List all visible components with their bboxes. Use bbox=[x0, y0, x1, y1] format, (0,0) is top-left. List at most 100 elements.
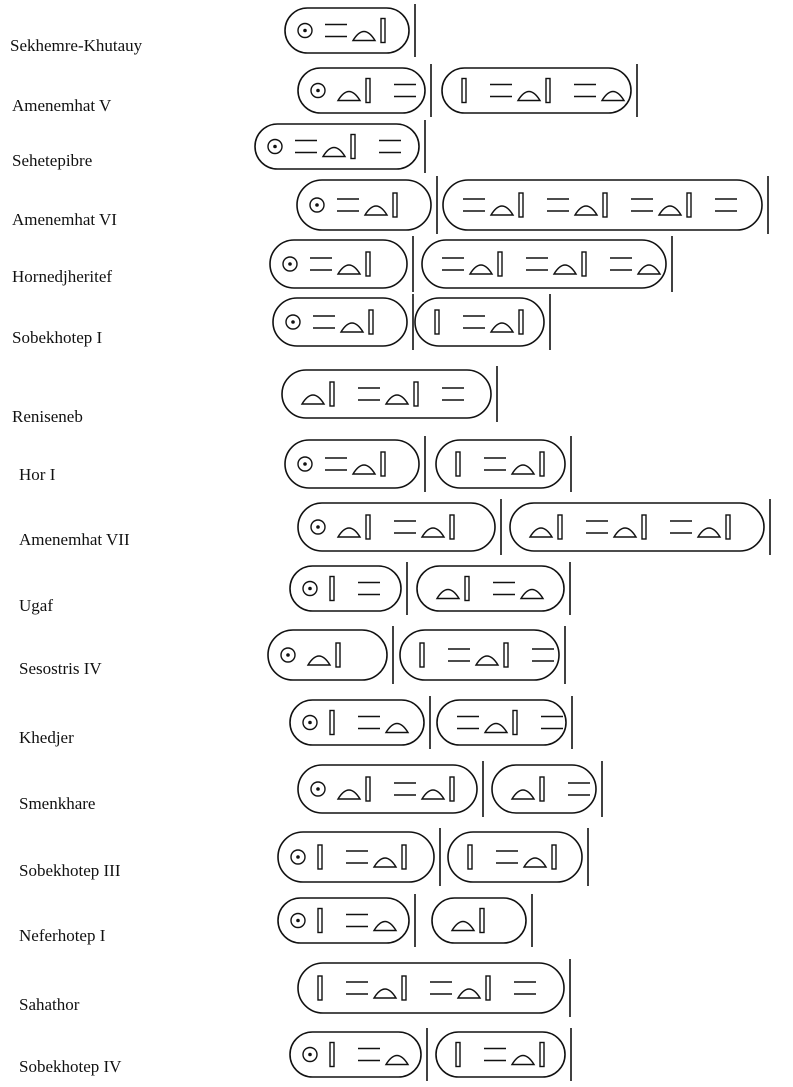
cartouche-outline bbox=[284, 439, 420, 489]
glyph bbox=[379, 139, 401, 154]
glyph bbox=[484, 1047, 506, 1062]
cartouche-outline bbox=[435, 1031, 566, 1078]
sun-dot bbox=[296, 918, 300, 923]
sun-glyph bbox=[280, 647, 296, 663]
cartouche-outline bbox=[416, 565, 565, 612]
cartouche-outline bbox=[509, 502, 765, 552]
glyph bbox=[568, 782, 590, 796]
glyph bbox=[612, 527, 638, 538]
glyph bbox=[310, 257, 332, 271]
glyph bbox=[602, 192, 608, 218]
glyph bbox=[461, 77, 467, 104]
cartouche bbox=[447, 828, 589, 886]
glyph bbox=[686, 192, 692, 218]
sun-dot bbox=[308, 720, 312, 725]
cartouche bbox=[284, 4, 416, 57]
ruler-name: Amenemhat VI bbox=[12, 210, 117, 229]
glyph bbox=[526, 257, 548, 271]
glyph bbox=[442, 387, 464, 401]
cartouche-outline bbox=[269, 239, 408, 289]
cartouche-outline bbox=[277, 831, 435, 883]
cartouche bbox=[509, 499, 771, 555]
cartouche-outline bbox=[297, 764, 478, 814]
sun-glyph bbox=[267, 138, 283, 155]
glyph bbox=[455, 451, 461, 477]
glyph bbox=[528, 527, 554, 538]
glyph bbox=[489, 322, 515, 333]
glyph bbox=[573, 205, 599, 216]
glyph bbox=[384, 722, 410, 734]
cartouche bbox=[297, 499, 502, 555]
glyph bbox=[493, 581, 515, 596]
glyph bbox=[539, 1041, 545, 1068]
glyph bbox=[372, 920, 398, 932]
cartouche-outline bbox=[435, 439, 566, 489]
glyph bbox=[636, 264, 662, 275]
cartouche-outline bbox=[441, 67, 632, 114]
cartouche-outline bbox=[272, 297, 408, 347]
glyph bbox=[463, 198, 485, 212]
cartouche-outline bbox=[281, 369, 492, 419]
glyph bbox=[419, 642, 425, 668]
glyph bbox=[468, 264, 494, 275]
glyph bbox=[489, 205, 515, 216]
sun-glyph bbox=[302, 714, 318, 731]
sun-glyph bbox=[290, 912, 306, 929]
cartouche-outline bbox=[289, 1031, 422, 1078]
glyph bbox=[365, 776, 371, 802]
glyph bbox=[365, 514, 371, 540]
sun-dot bbox=[288, 262, 292, 266]
glyph bbox=[434, 309, 440, 335]
glyph bbox=[670, 520, 692, 534]
cartouche-outline bbox=[491, 764, 597, 814]
cartouche-outline bbox=[447, 831, 583, 883]
cartouche-outline bbox=[289, 699, 425, 746]
glyph bbox=[467, 844, 473, 870]
glyph bbox=[463, 315, 485, 329]
glyph bbox=[657, 205, 683, 216]
glyph bbox=[329, 709, 335, 736]
glyph bbox=[532, 648, 554, 662]
glyph bbox=[401, 975, 407, 1001]
cartouche-outline bbox=[289, 565, 402, 612]
cartouche bbox=[435, 1028, 572, 1081]
glyph bbox=[479, 907, 485, 934]
glyph bbox=[350, 133, 356, 160]
glyph bbox=[435, 588, 461, 600]
glyph bbox=[336, 527, 362, 538]
glyph bbox=[449, 514, 455, 540]
cartouche-outline bbox=[414, 297, 545, 347]
glyph bbox=[313, 315, 335, 329]
cartouche bbox=[416, 562, 571, 615]
glyph bbox=[351, 30, 377, 42]
sun-glyph bbox=[282, 256, 298, 272]
ruler-name: Hor I bbox=[19, 465, 56, 484]
ruler-name: Sobekhotep I bbox=[12, 328, 103, 347]
sun-glyph bbox=[310, 519, 326, 535]
glyph bbox=[519, 588, 545, 600]
ruler-name: Sehetepibre bbox=[12, 151, 92, 170]
sun-glyph bbox=[310, 82, 326, 99]
cartouche-outline bbox=[442, 179, 763, 231]
glyph bbox=[372, 857, 398, 868]
glyph bbox=[514, 981, 536, 995]
cartouche bbox=[267, 626, 394, 684]
glyph bbox=[541, 715, 563, 730]
glyph bbox=[336, 90, 362, 102]
glyph bbox=[490, 83, 512, 98]
sun-dot bbox=[291, 320, 295, 324]
glyph bbox=[413, 381, 419, 407]
cartouche-outline bbox=[254, 123, 420, 170]
cartouche bbox=[421, 236, 673, 292]
glyph bbox=[631, 198, 653, 212]
sun-glyph bbox=[310, 781, 326, 797]
glyph bbox=[358, 715, 380, 730]
glyph bbox=[317, 975, 323, 1001]
glyph bbox=[539, 776, 545, 802]
cartouche bbox=[281, 366, 498, 422]
glyph bbox=[365, 251, 371, 277]
ruler-name: Sahathor bbox=[19, 995, 80, 1014]
cartouche-outline bbox=[399, 629, 560, 681]
glyph bbox=[464, 575, 470, 602]
